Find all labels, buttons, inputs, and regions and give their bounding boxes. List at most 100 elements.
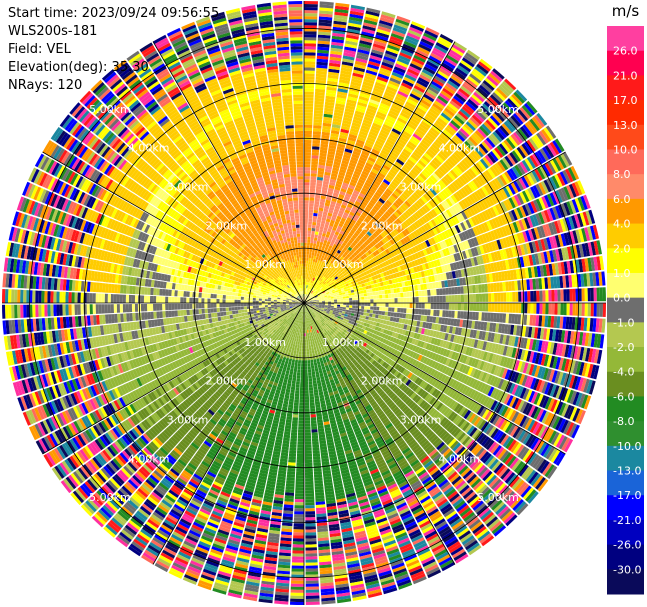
velocity-gate: [497, 303, 501, 313]
velocity-gate: [304, 293, 306, 297]
velocity-gate: [369, 55, 382, 62]
velocity-gate: [338, 82, 350, 88]
velocity-gate: [342, 309, 346, 312]
velocity-gate: [304, 242, 307, 246]
velocity-gate: [312, 261, 315, 265]
velocity-gate: [304, 130, 312, 135]
velocity-gate: [330, 136, 339, 141]
velocity-gate: [346, 34, 359, 40]
velocity-gate: [345, 295, 349, 299]
velocity-gate: [418, 296, 422, 303]
velocity-gate: [323, 113, 333, 118]
velocity-gate: [333, 306, 337, 308]
velocity-gate: [320, 238, 325, 243]
velocity-gate: [315, 73, 327, 78]
velocity-gate: [308, 270, 311, 274]
velocity-gate: [494, 303, 498, 312]
velocity-gate: [330, 200, 337, 206]
velocity-gate: [304, 260, 306, 264]
velocity-gate: [319, 229, 324, 233]
velocity-gate: [314, 94, 325, 99]
velocity-gate: [363, 78, 375, 85]
velocity-gate: [304, 22, 317, 26]
velocity-gate: [343, 298, 347, 301]
velocity-gate: [317, 170, 324, 175]
velocity-gate: [304, 124, 313, 128]
velocity-gate: [506, 303, 510, 313]
velocity-gate: [403, 303, 407, 308]
velocity-gate: [460, 311, 464, 319]
velocity-gate: [304, 133, 312, 138]
velocity-gate: [472, 294, 477, 302]
velocity-gate: [448, 295, 452, 303]
velocity-gate: [387, 289, 391, 294]
velocity-gate: [524, 303, 528, 314]
velocity-gate: [415, 291, 419, 297]
velocity-gate: [360, 312, 364, 316]
velocity-gate: [315, 225, 320, 230]
velocity-gate: [332, 121, 342, 126]
velocity-gate: [321, 235, 326, 240]
velocity-gate: [322, 230, 327, 234]
velocity-gate: [360, 309, 365, 313]
velocity-gate: [418, 309, 422, 315]
velocity-gate: [314, 252, 317, 257]
velocity-gate: [307, 227, 312, 231]
velocity-gate: [333, 17, 348, 23]
velocity-gate: [345, 293, 349, 297]
velocity-gate: [331, 35, 345, 41]
velocity-gate: [331, 301, 335, 303]
velocity-gate: [351, 78, 363, 84]
velocity-gate: [336, 180, 343, 185]
velocity-gate: [308, 254, 312, 259]
velocity-gate: [304, 215, 309, 219]
velocity-gate: [385, 307, 389, 312]
velocity-gate: [304, 112, 313, 116]
velocity-gate: [366, 289, 370, 293]
velocity-gate: [367, 299, 371, 303]
velocity-gate: [414, 314, 419, 321]
velocity-gate: [322, 211, 328, 216]
velocity-gate: [590, 287, 594, 302]
velocity-gate: [388, 303, 392, 308]
velocity-gate: [372, 310, 377, 314]
velocity-gate: [316, 185, 322, 190]
velocity-gate: [304, 227, 308, 231]
velocity-gate: [330, 298, 334, 300]
velocity-gate: [337, 301, 341, 303]
velocity-gate: [370, 299, 374, 303]
velocity-gate: [310, 258, 314, 262]
velocity-gate: [351, 122, 361, 128]
velocity-gate: [387, 311, 392, 317]
velocity-gate: [339, 79, 350, 85]
velocity-gate: [488, 303, 492, 312]
velocity-gate: [451, 287, 455, 295]
velocity-gate: [321, 131, 330, 136]
velocity-gate: [381, 290, 385, 295]
velocity-gate: [304, 167, 311, 171]
velocity-gate: [385, 303, 389, 307]
velocity-gate: [361, 84, 373, 90]
velocity-gate: [336, 306, 340, 309]
velocity-gate: [336, 308, 340, 311]
velocity-gate: [311, 273, 314, 278]
velocity-gate: [312, 140, 321, 144]
velocity-gate: [318, 161, 326, 166]
velocity-gate: [334, 8, 349, 14]
velocity-gate: [370, 295, 374, 300]
velocity-gate: [393, 288, 397, 293]
velocity-gate: [322, 125, 331, 130]
velocity-gate: [304, 145, 312, 150]
velocity-gate: [382, 303, 386, 307]
velocity-gate: [485, 293, 489, 302]
velocity-gate: [400, 292, 404, 298]
velocity-gate: [341, 292, 346, 295]
velocity-gate: [330, 44, 344, 50]
velocity-gate: [366, 66, 379, 73]
velocity-gate: [305, 278, 307, 282]
velocity-gate: [307, 264, 310, 268]
velocity-gate: [342, 116, 353, 122]
velocity-gate: [304, 200, 309, 204]
velocity-gate: [539, 290, 543, 302]
